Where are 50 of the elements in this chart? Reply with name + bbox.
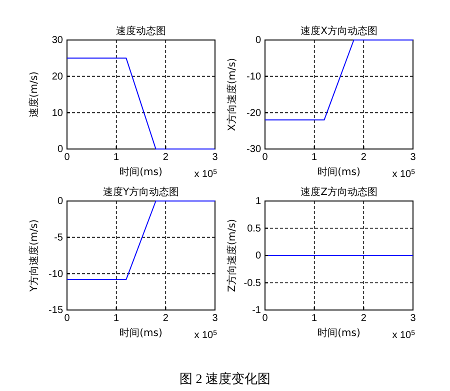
y-tick-label: 0	[57, 196, 64, 208]
x-tick-label: 1	[312, 313, 318, 324]
x-tick-label: 1	[114, 313, 120, 324]
x-tick-label: 0	[64, 152, 70, 164]
x-tick-label: 2	[360, 152, 367, 164]
chart-title: 速度Y方向动态图	[102, 186, 180, 198]
y-axis-title: X方向速度(m/s)	[226, 58, 238, 131]
caption: 图 2 速度变化图	[180, 371, 270, 386]
x-tick-label: 2	[162, 313, 169, 324]
x-tick-label: 3	[212, 313, 218, 324]
x-tick-label: 3	[410, 152, 416, 164]
y-axis-title: 速度(m/s)	[28, 71, 40, 118]
chart-title: 速度X方向动态图	[300, 25, 378, 37]
y-tick-label: -10	[246, 72, 262, 83]
y-tick-label: 20	[52, 72, 64, 83]
x-axis-title: 时间(ms)	[120, 327, 162, 339]
x-tick-label: 1	[312, 152, 318, 164]
x-tick-label: 0	[262, 152, 268, 164]
y-tick-label: -20	[246, 108, 262, 119]
y-tick-label: -15	[48, 305, 64, 316]
x-tick-label: 3	[212, 152, 218, 164]
x-tick-label: 0	[262, 313, 268, 324]
y-tick-label: 0	[255, 35, 262, 46]
x-axis-title: 时间(ms)	[120, 166, 162, 178]
y-tick-label: 0	[255, 250, 262, 262]
y-tick-label: 0	[57, 144, 64, 156]
y-tick-label: -1	[252, 305, 262, 316]
x-tick-label: 2	[162, 152, 169, 164]
text: x 10$^{5}$	[194, 168, 218, 180]
y-axis-title: Y方向速度(m/s)	[28, 219, 40, 293]
x-axis-title: 时间(ms)	[318, 327, 360, 339]
text: x 10$^{5}$	[392, 330, 416, 341]
chart-title: 速度动态图	[116, 25, 166, 37]
y-tick-label: 30	[52, 35, 64, 46]
y-tick-label: -5	[54, 232, 64, 244]
x-axis-title: 时间(ms)	[318, 166, 360, 178]
x-tick-label: 0	[64, 313, 70, 324]
x-tick-label: 2	[360, 313, 367, 324]
y-tick-label: 0.5	[247, 223, 262, 234]
text: x 10$^{5}$	[194, 330, 218, 341]
y-tick-label: -30	[246, 144, 262, 156]
x-tick-label: 1	[114, 152, 120, 164]
y-tick-label: 10	[52, 108, 64, 119]
y-axis-title: Z方向速度(m/s)	[226, 218, 238, 292]
y-tick-label: -10	[48, 268, 64, 280]
chart-title: 速度Z方向动态图	[300, 186, 378, 198]
y-tick-label: -0.5	[244, 278, 262, 289]
text: x 10$^{5}$	[392, 168, 416, 180]
x-tick-label: 3	[410, 313, 416, 324]
y-tick-label: 1	[255, 196, 262, 208]
